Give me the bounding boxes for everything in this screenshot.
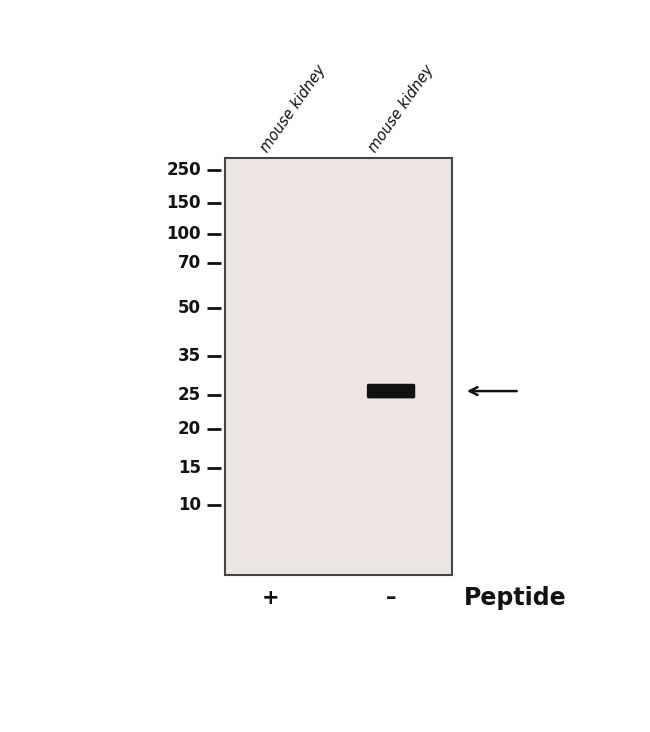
Text: mouse kidney: mouse kidney (366, 63, 437, 155)
Text: 35: 35 (178, 346, 201, 365)
Text: –: – (386, 588, 396, 608)
Text: 70: 70 (178, 253, 201, 272)
Text: 50: 50 (178, 299, 201, 317)
Text: 150: 150 (166, 195, 201, 212)
Text: Peptide: Peptide (464, 586, 567, 610)
Text: 15: 15 (178, 459, 201, 477)
Text: 10: 10 (178, 496, 201, 514)
Text: mouse kidney: mouse kidney (258, 63, 329, 155)
FancyBboxPatch shape (367, 384, 415, 398)
Text: 250: 250 (166, 160, 201, 179)
Text: 100: 100 (166, 225, 201, 243)
Text: 20: 20 (178, 420, 201, 438)
Text: 25: 25 (178, 386, 201, 404)
Text: +: + (261, 588, 279, 608)
Bar (225, 158, 452, 575)
